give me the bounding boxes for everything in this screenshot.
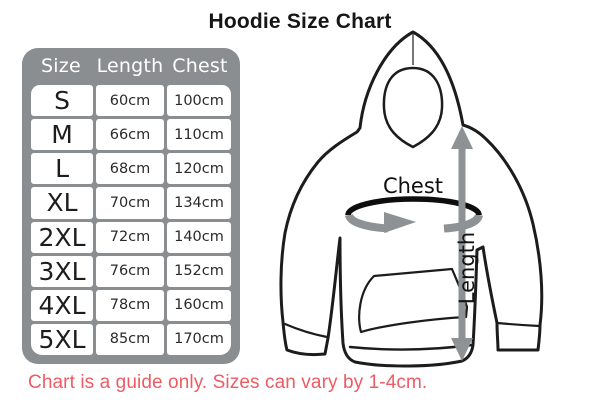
size-value: M bbox=[31, 119, 94, 151]
table-row: S 60cm 100cm bbox=[31, 85, 231, 117]
right-cuff-line bbox=[495, 321, 541, 328]
chest-value: 100cm bbox=[166, 85, 231, 117]
size-table: Size Length Chest S 60cm 100cm M 66cm 11… bbox=[22, 48, 240, 364]
length-value: 78cm bbox=[96, 289, 164, 321]
table-row: L 68cm 120cm bbox=[31, 153, 231, 185]
length-arrowhead-down bbox=[451, 338, 473, 361]
chest-value: 110cm bbox=[166, 119, 231, 151]
length-value: 70cm bbox=[96, 187, 164, 219]
length-arrowhead-up bbox=[451, 126, 473, 149]
length-label: Length bbox=[455, 232, 479, 304]
chest-value: 134cm bbox=[166, 187, 231, 219]
chest-arrow-gray-right bbox=[443, 213, 483, 233]
hood-face-opening bbox=[382, 66, 444, 149]
size-table-header: Size Length Chest bbox=[28, 48, 234, 84]
size-table-grid: S 60cm 100cm M 66cm 110cm L 68cm 120cm X… bbox=[28, 82, 234, 358]
column-header-length: Length bbox=[96, 55, 164, 77]
chest-value: 140cm bbox=[166, 221, 231, 253]
size-value: XL bbox=[31, 187, 94, 219]
table-row: 2XL 72cm 140cm bbox=[31, 221, 231, 253]
chest-value: 152cm bbox=[166, 255, 231, 287]
length-value: 60cm bbox=[96, 85, 164, 117]
chest-value: 170cm bbox=[166, 323, 231, 355]
size-value: L bbox=[31, 153, 94, 185]
left-cuff-line bbox=[283, 322, 329, 339]
size-value: 2XL bbox=[31, 221, 94, 253]
size-value: 4XL bbox=[31, 289, 94, 321]
length-value: 76cm bbox=[96, 255, 164, 287]
chest-label: Chest bbox=[383, 174, 443, 198]
table-row: 3XL 76cm 152cm bbox=[31, 255, 231, 287]
chest-value: 160cm bbox=[166, 289, 231, 321]
disclaimer-note: Chart is a guide only. Sizes can vary by… bbox=[28, 372, 428, 393]
length-value: 68cm bbox=[96, 153, 164, 185]
length-value: 85cm bbox=[96, 323, 164, 355]
chest-arrow-gray-left bbox=[345, 213, 389, 233]
table-row: XL 70cm 134cm bbox=[31, 187, 231, 219]
table-row: 5XL 85cm 170cm bbox=[31, 323, 231, 355]
size-value: 3XL bbox=[31, 255, 94, 287]
table-row: 4XL 78cm 160cm bbox=[31, 289, 231, 321]
hoodie-illustration-icon: Chest Length bbox=[279, 30, 544, 368]
length-value: 66cm bbox=[96, 119, 164, 151]
size-value: S bbox=[31, 85, 94, 117]
page-title: Hoodie Size Chart bbox=[208, 10, 392, 33]
column-header-chest: Chest bbox=[172, 55, 228, 77]
hoodie-diagram: Chest Length bbox=[270, 28, 560, 393]
column-header-size: Size bbox=[41, 55, 81, 77]
table-row: M 66cm 110cm bbox=[31, 119, 231, 151]
chest-value: 120cm bbox=[166, 153, 231, 185]
chest-arc-black bbox=[345, 196, 482, 216]
length-value: 72cm bbox=[96, 221, 164, 253]
size-value: 5XL bbox=[31, 323, 94, 355]
chest-arrowhead bbox=[384, 212, 416, 233]
